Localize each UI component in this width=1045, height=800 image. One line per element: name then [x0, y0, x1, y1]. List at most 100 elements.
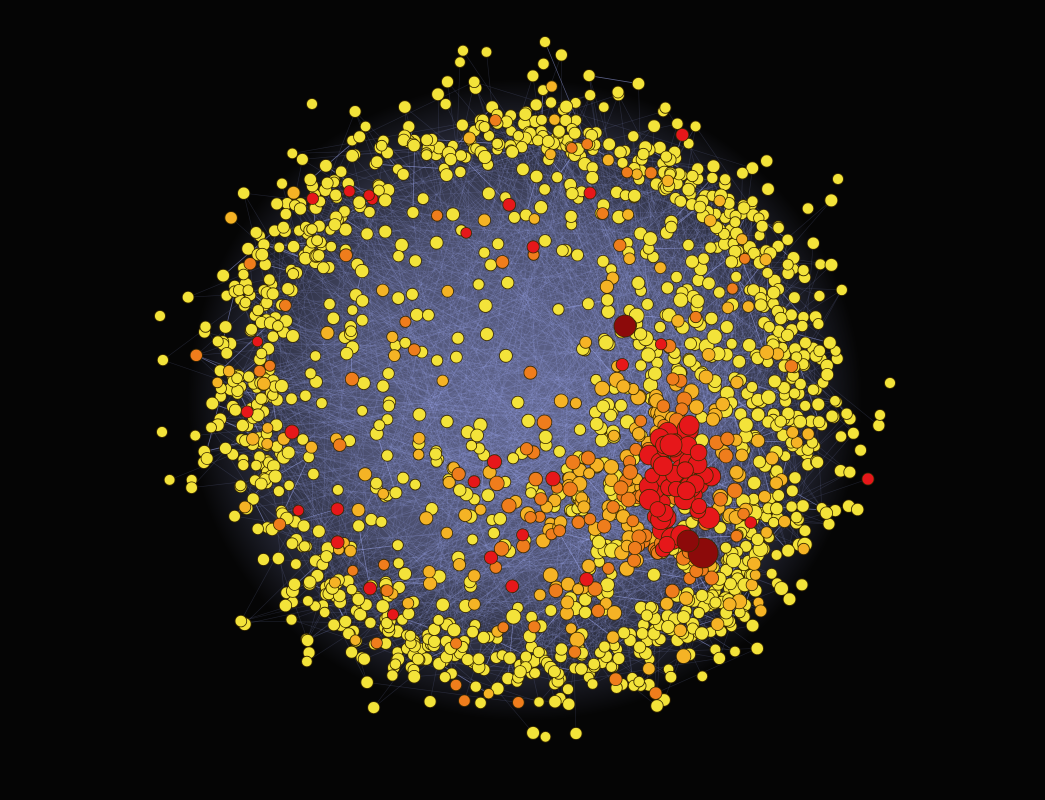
network-node-low: [255, 392, 268, 405]
network-node-high: [583, 186, 597, 200]
network-node-low: [396, 168, 410, 181]
edge: [397, 144, 561, 546]
network-node-low: [346, 583, 358, 596]
network-node-low: [252, 304, 265, 317]
edge: [261, 353, 656, 694]
network-node-low: [327, 618, 341, 632]
network-node-low: [472, 652, 486, 666]
network-node-medium: [523, 365, 538, 380]
edge: [358, 525, 371, 589]
network-node-medium: [407, 343, 421, 357]
edge: [232, 389, 629, 500]
edge: [333, 180, 571, 490]
network-node-low: [353, 130, 367, 144]
edge: [399, 587, 580, 649]
network-node-low: [364, 616, 377, 629]
network-node-low: [752, 455, 767, 469]
network-node-low: [351, 592, 365, 606]
network-node-low: [537, 57, 550, 71]
network-node-medium: [666, 372, 680, 386]
network-node-low: [761, 389, 777, 405]
network-node-low: [429, 447, 443, 461]
edge: [655, 648, 758, 694]
network-node-low: [381, 413, 394, 426]
network-node-low: [811, 455, 825, 469]
network-node-low: [315, 397, 328, 410]
network-node-low: [704, 241, 717, 254]
network-node-high: [306, 192, 319, 205]
network-node-medium-low: [256, 376, 271, 391]
edge: [266, 433, 614, 438]
network-node-low: [745, 161, 760, 175]
network-node-low: [255, 247, 269, 262]
network-node-low: [806, 236, 820, 250]
network-node-low: [835, 283, 848, 296]
network-node-low: [777, 381, 791, 395]
network-node-medium-low: [659, 596, 674, 611]
network-node-low: [797, 264, 810, 277]
edge: [307, 168, 445, 641]
network-node-low: [676, 610, 691, 624]
network-node-low: [552, 303, 565, 316]
network-node-medium-low: [423, 576, 438, 591]
edge: [350, 544, 398, 552]
network-node-low: [290, 558, 302, 570]
network-node-low: [574, 662, 588, 676]
network-node-low: [317, 261, 330, 275]
network-node-medium-low: [542, 567, 559, 583]
network-node-high: [343, 185, 356, 198]
network-node-low: [420, 149, 433, 161]
network-node-low: [627, 130, 640, 143]
network-node-low: [245, 323, 258, 336]
network-node-medium-low: [729, 465, 744, 480]
network-node-low: [285, 537, 299, 550]
network-node-low: [770, 501, 784, 516]
edge: [510, 130, 642, 291]
network-node-medium-low: [474, 503, 487, 516]
network-node-low: [647, 119, 661, 133]
network-node-low: [647, 366, 663, 381]
network-node-low: [477, 149, 492, 164]
network-node-medium: [450, 637, 463, 650]
network-node-low: [690, 294, 705, 309]
network-node-low: [335, 165, 348, 178]
network-node-low: [454, 56, 466, 68]
edge: [376, 145, 568, 489]
network-node-low: [480, 46, 493, 58]
network-node-high: [545, 471, 561, 487]
network-node-medium-low: [751, 433, 766, 448]
network-node-high: [251, 335, 264, 348]
network-node-low: [410, 308, 424, 322]
edge: [267, 383, 586, 600]
network-node-high: [659, 433, 683, 457]
network-node-low: [601, 304, 616, 319]
network-node-low: [650, 699, 664, 713]
network-node-low: [287, 577, 301, 591]
edge: [396, 494, 540, 632]
network-node-high: [502, 198, 517, 212]
network-node-low: [271, 552, 285, 566]
network-node-low: [747, 475, 762, 490]
edge: [239, 289, 648, 305]
edge: [346, 353, 636, 429]
network-node-low: [712, 651, 726, 665]
network-node-low: [794, 377, 807, 391]
network-node-high: [363, 189, 375, 202]
network-node-low: [788, 471, 802, 485]
edge: [387, 359, 690, 496]
network-node-low: [234, 479, 247, 492]
network-node-low: [272, 485, 285, 498]
edge: [502, 244, 689, 656]
edge: [279, 325, 396, 346]
network-node-low: [535, 114, 548, 126]
edge: [385, 163, 586, 586]
network-node-low: [234, 614, 248, 628]
network-node-low: [373, 419, 386, 432]
network-node-low: [447, 623, 462, 638]
network-node-low: [548, 695, 562, 709]
network-node-low: [306, 98, 318, 110]
network-node-medium: [524, 511, 537, 524]
edge: [222, 283, 709, 343]
edge: [643, 154, 721, 528]
network-node-low: [156, 426, 168, 438]
